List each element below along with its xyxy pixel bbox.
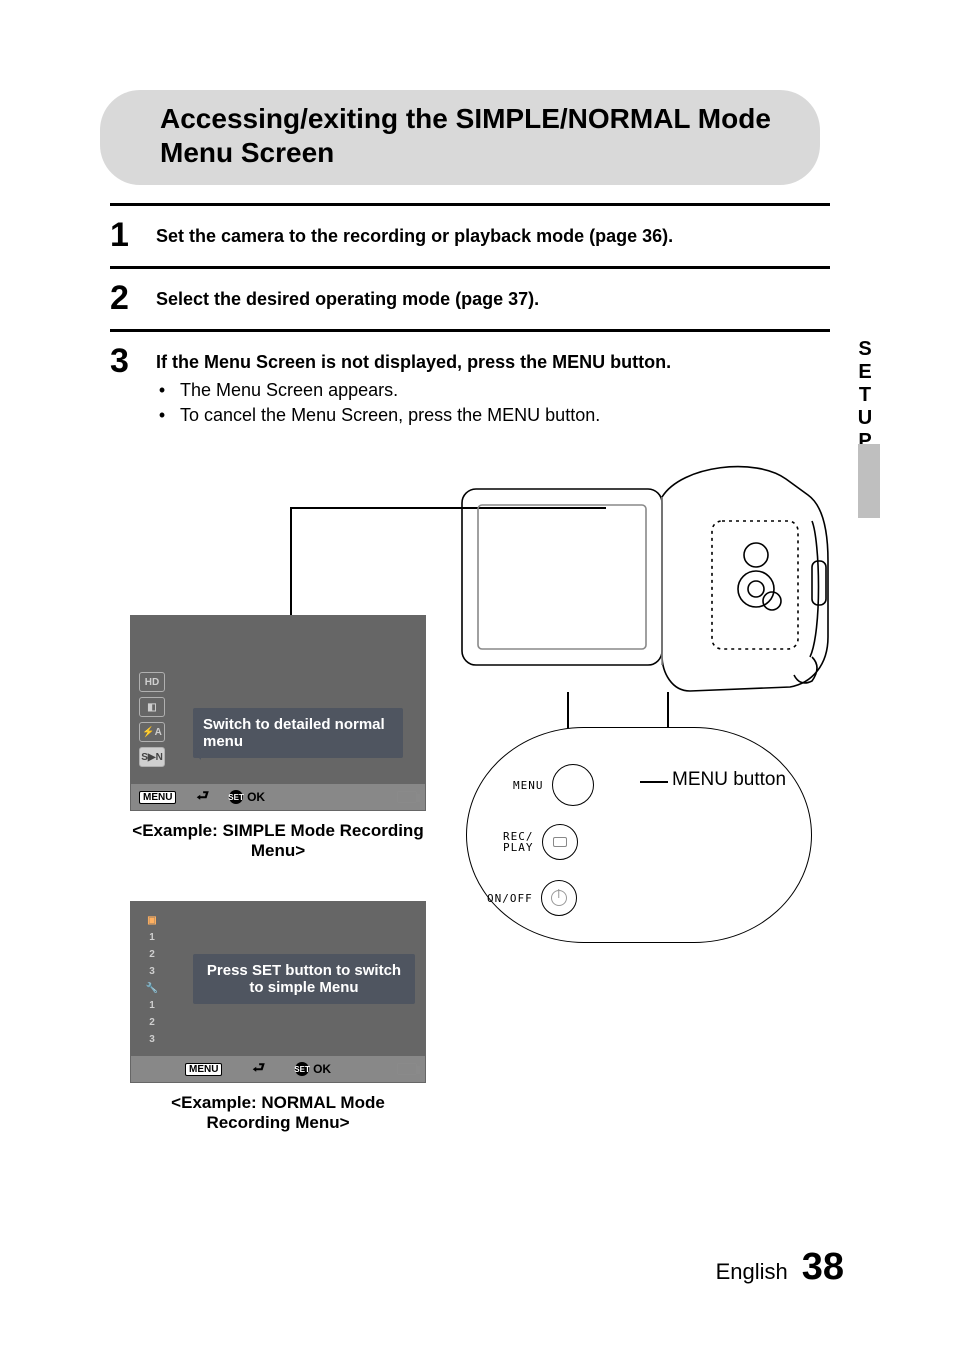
step-main: Set the camera to the recording or playb… [156, 224, 830, 248]
ok-group: SET OK [295, 1062, 331, 1076]
set-icon: SET [229, 790, 243, 804]
menu-badge: MENU [139, 791, 176, 804]
photo-icon: ◧ [139, 697, 165, 717]
step-main: Select the desired operating mode (page … [156, 287, 830, 311]
panel-row-menu: MENU [513, 764, 594, 806]
list-item: 2 [139, 1014, 165, 1030]
list-item: 3 [139, 1031, 165, 1047]
menu-badge: MENU [185, 1063, 222, 1076]
step-number: 1 [110, 216, 156, 252]
steps-list: 1 Set the camera to the recording or pla… [110, 203, 830, 441]
page: Accessing/exiting the SIMPLE/NORMAL Mode… [0, 0, 954, 1345]
simple-menu-bottom-bar: MENU ⮐ SET OK [131, 784, 425, 810]
callout-line [640, 781, 668, 783]
video-photo-icon: ▣ [139, 912, 165, 928]
power-button[interactable] [541, 880, 577, 916]
power-icon [551, 890, 567, 906]
simple-menu-caption: <Example: SIMPLE Mode Recording Menu> [130, 821, 426, 861]
step-bullet: To cancel the Menu Screen, press the MEN… [156, 403, 830, 427]
step-main: If the Menu Screen is not displayed, pre… [156, 350, 830, 374]
panel-row-power: ON/OFF [487, 880, 577, 916]
battery-icon [397, 791, 417, 803]
normal-mode-menu: ▣ 1 2 3 🔧 1 2 3 Press SET button to swit… [130, 901, 426, 1083]
sn-switch-icon[interactable]: S▶N [139, 747, 165, 767]
side-tab-marker [858, 444, 880, 518]
illustration-area: MENU REC/ PLAY ON/OFF MENU button HD ◧ ⚡… [110, 451, 830, 1191]
camera-svg [456, 451, 836, 731]
step-body: Set the camera to the recording or playb… [156, 216, 830, 248]
button-panel-callout: MENU REC/ PLAY ON/OFF [466, 727, 812, 943]
page-footer: English 38 [716, 1246, 844, 1289]
footer-language: English [716, 1259, 788, 1285]
side-tab-setup: SETUP [853, 338, 876, 453]
simple-menu-tooltip: Switch to detailed normal menu [193, 708, 403, 758]
set-icon: SET [295, 1062, 309, 1076]
normal-menu-caption: <Example: NORMAL Mode Recording Menu> [130, 1093, 426, 1133]
footer-page-number: 38 [802, 1246, 844, 1289]
recplay-label: REC/ PLAY [503, 831, 534, 853]
camera-illustration [456, 451, 836, 731]
power-label: ON/OFF [487, 892, 533, 905]
simple-menu-icons: HD ◧ ⚡A S▶N [139, 672, 165, 767]
step-number: 2 [110, 279, 156, 315]
simple-mode-menu: HD ◧ ⚡A S▶N Switch to detailed normal me… [130, 615, 426, 811]
list-item: 1 [139, 997, 165, 1013]
battery-icon [397, 1063, 417, 1075]
section-title: Accessing/exiting the SIMPLE/NORMAL Mode… [100, 90, 820, 185]
menu-button-callout: MENU button [672, 769, 786, 791]
flash-auto-icon: ⚡A [139, 722, 165, 742]
return-icon: ⮐ [252, 1057, 265, 1081]
step-1: 1 Set the camera to the recording or pla… [110, 206, 830, 266]
step-body: Select the desired operating mode (page … [156, 279, 830, 311]
step-3: 3 If the Menu Screen is not displayed, p… [110, 332, 830, 441]
hd-icon: HD [139, 672, 165, 692]
menu-label: MENU [513, 779, 544, 792]
list-item: 3 [139, 963, 165, 979]
pointer-line [290, 507, 292, 615]
normal-menu-tooltip: Press SET button to switch to simple Men… [193, 954, 415, 1004]
ok-group: SET OK [229, 790, 265, 804]
list-item: 2 [139, 946, 165, 962]
menu-button[interactable] [552, 764, 594, 806]
step-2: 2 Select the desired operating mode (pag… [110, 269, 830, 329]
normal-menu-bottom-bar: MENU ⮐ SET OK [131, 1056, 425, 1082]
list-item: 1 [139, 929, 165, 945]
step-number: 3 [110, 342, 156, 378]
return-icon: ⮐ [196, 785, 209, 809]
rec-icon [553, 837, 567, 847]
normal-menu-icons: ▣ 1 2 3 🔧 1 2 3 [139, 912, 165, 1047]
panel-row-recplay: REC/ PLAY [503, 824, 578, 860]
wrench-icon: 🔧 [139, 980, 165, 996]
step-body: If the Menu Screen is not displayed, pre… [156, 342, 830, 427]
ok-label: OK [247, 790, 265, 804]
step-bullet: The Menu Screen appears. [156, 378, 830, 402]
rec-play-button[interactable] [542, 824, 578, 860]
ok-label: OK [313, 1062, 331, 1076]
